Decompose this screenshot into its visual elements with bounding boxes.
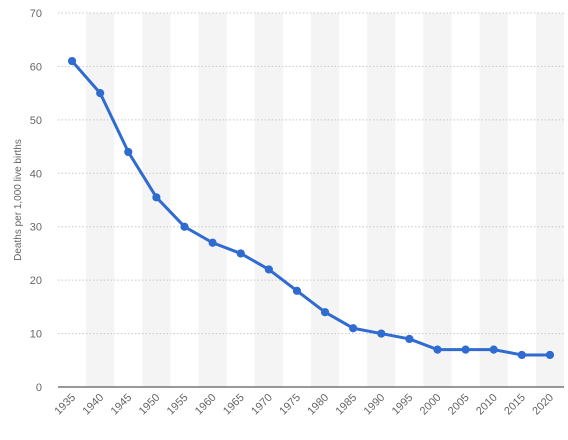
y-tick-label: 0 [36, 382, 42, 394]
data-point-1970[interactable] [264, 265, 273, 274]
data-point-1980[interactable] [320, 308, 330, 317]
band-2000 [423, 13, 452, 387]
x-axis-ticks: 1935 1940 1945 1950 1955 1960 1965 1970 1975 1980… [52, 392, 556, 418]
data-point-2020[interactable] [545, 350, 555, 360]
data-point-1990[interactable] [377, 329, 386, 338]
data-point-1945[interactable] [124, 147, 133, 157]
y-axis-title: Deaths per 1,000 live births [13, 139, 24, 261]
band-1940 [86, 13, 115, 387]
data-point-1955[interactable] [180, 222, 189, 231]
x-tick-label: 1955 [165, 392, 191, 418]
x-tick-label: 1975 [277, 392, 303, 418]
y-tick-label: 50 [30, 115, 42, 127]
gridlines [58, 12, 564, 335]
data-point-1935[interactable] [67, 56, 77, 66]
band-1970 [254, 13, 283, 387]
data-point-1965[interactable] [236, 249, 245, 258]
data-point-2015[interactable] [517, 350, 526, 360]
x-tick-label: 2000 [418, 392, 444, 418]
y-tick-label: 70 [30, 8, 42, 20]
x-tick-label: 1980 [305, 392, 331, 418]
x-tick-label: 1960 [193, 392, 219, 418]
x-tick-label: 1965 [221, 392, 247, 418]
y-axis-ticks: 0 10 20 30 40 50 60 70 [30, 8, 42, 394]
data-point-1975[interactable] [292, 286, 302, 295]
alternating-bands [86, 13, 564, 387]
x-tick-label: 2015 [502, 392, 528, 418]
x-tick-label: 2005 [446, 392, 472, 418]
x-tick-label: 1970 [249, 392, 275, 418]
band-1960 [198, 13, 227, 387]
y-tick-label: 20 [30, 275, 42, 287]
data-point-2000[interactable] [433, 345, 442, 354]
x-tick-label: 1995 [390, 392, 416, 418]
band-1980 [311, 13, 340, 387]
series-line [70, 59, 552, 357]
x-tick-label: 1935 [52, 392, 78, 418]
x-tick-label: 2020 [530, 392, 556, 418]
data-point-1940[interactable] [96, 89, 105, 98]
x-tick-label: 1945 [109, 392, 135, 418]
x-tick-label: 1985 [333, 392, 359, 418]
data-point-1950[interactable] [152, 193, 161, 202]
data-point-1960[interactable] [208, 238, 217, 247]
data-point-1985[interactable] [349, 324, 358, 333]
x-tick-label: 2010 [474, 392, 500, 418]
band-1990 [367, 13, 396, 387]
series-layer [67, 56, 555, 360]
band-2010 [479, 13, 508, 387]
x-tick-label: 1990 [362, 392, 388, 418]
band-2020 [535, 13, 564, 387]
y-tick-label: 60 [30, 61, 42, 73]
data-point-2005[interactable] [461, 345, 470, 354]
x-tick-label: 1950 [137, 392, 163, 418]
y-tick-label: 30 [30, 222, 42, 234]
y-tick-label: 40 [30, 168, 42, 180]
data-point-2010[interactable] [489, 345, 498, 354]
y-tick-label: 10 [30, 329, 42, 341]
data-point-1995[interactable] [405, 334, 414, 344]
x-tick-label: 1940 [80, 392, 106, 418]
